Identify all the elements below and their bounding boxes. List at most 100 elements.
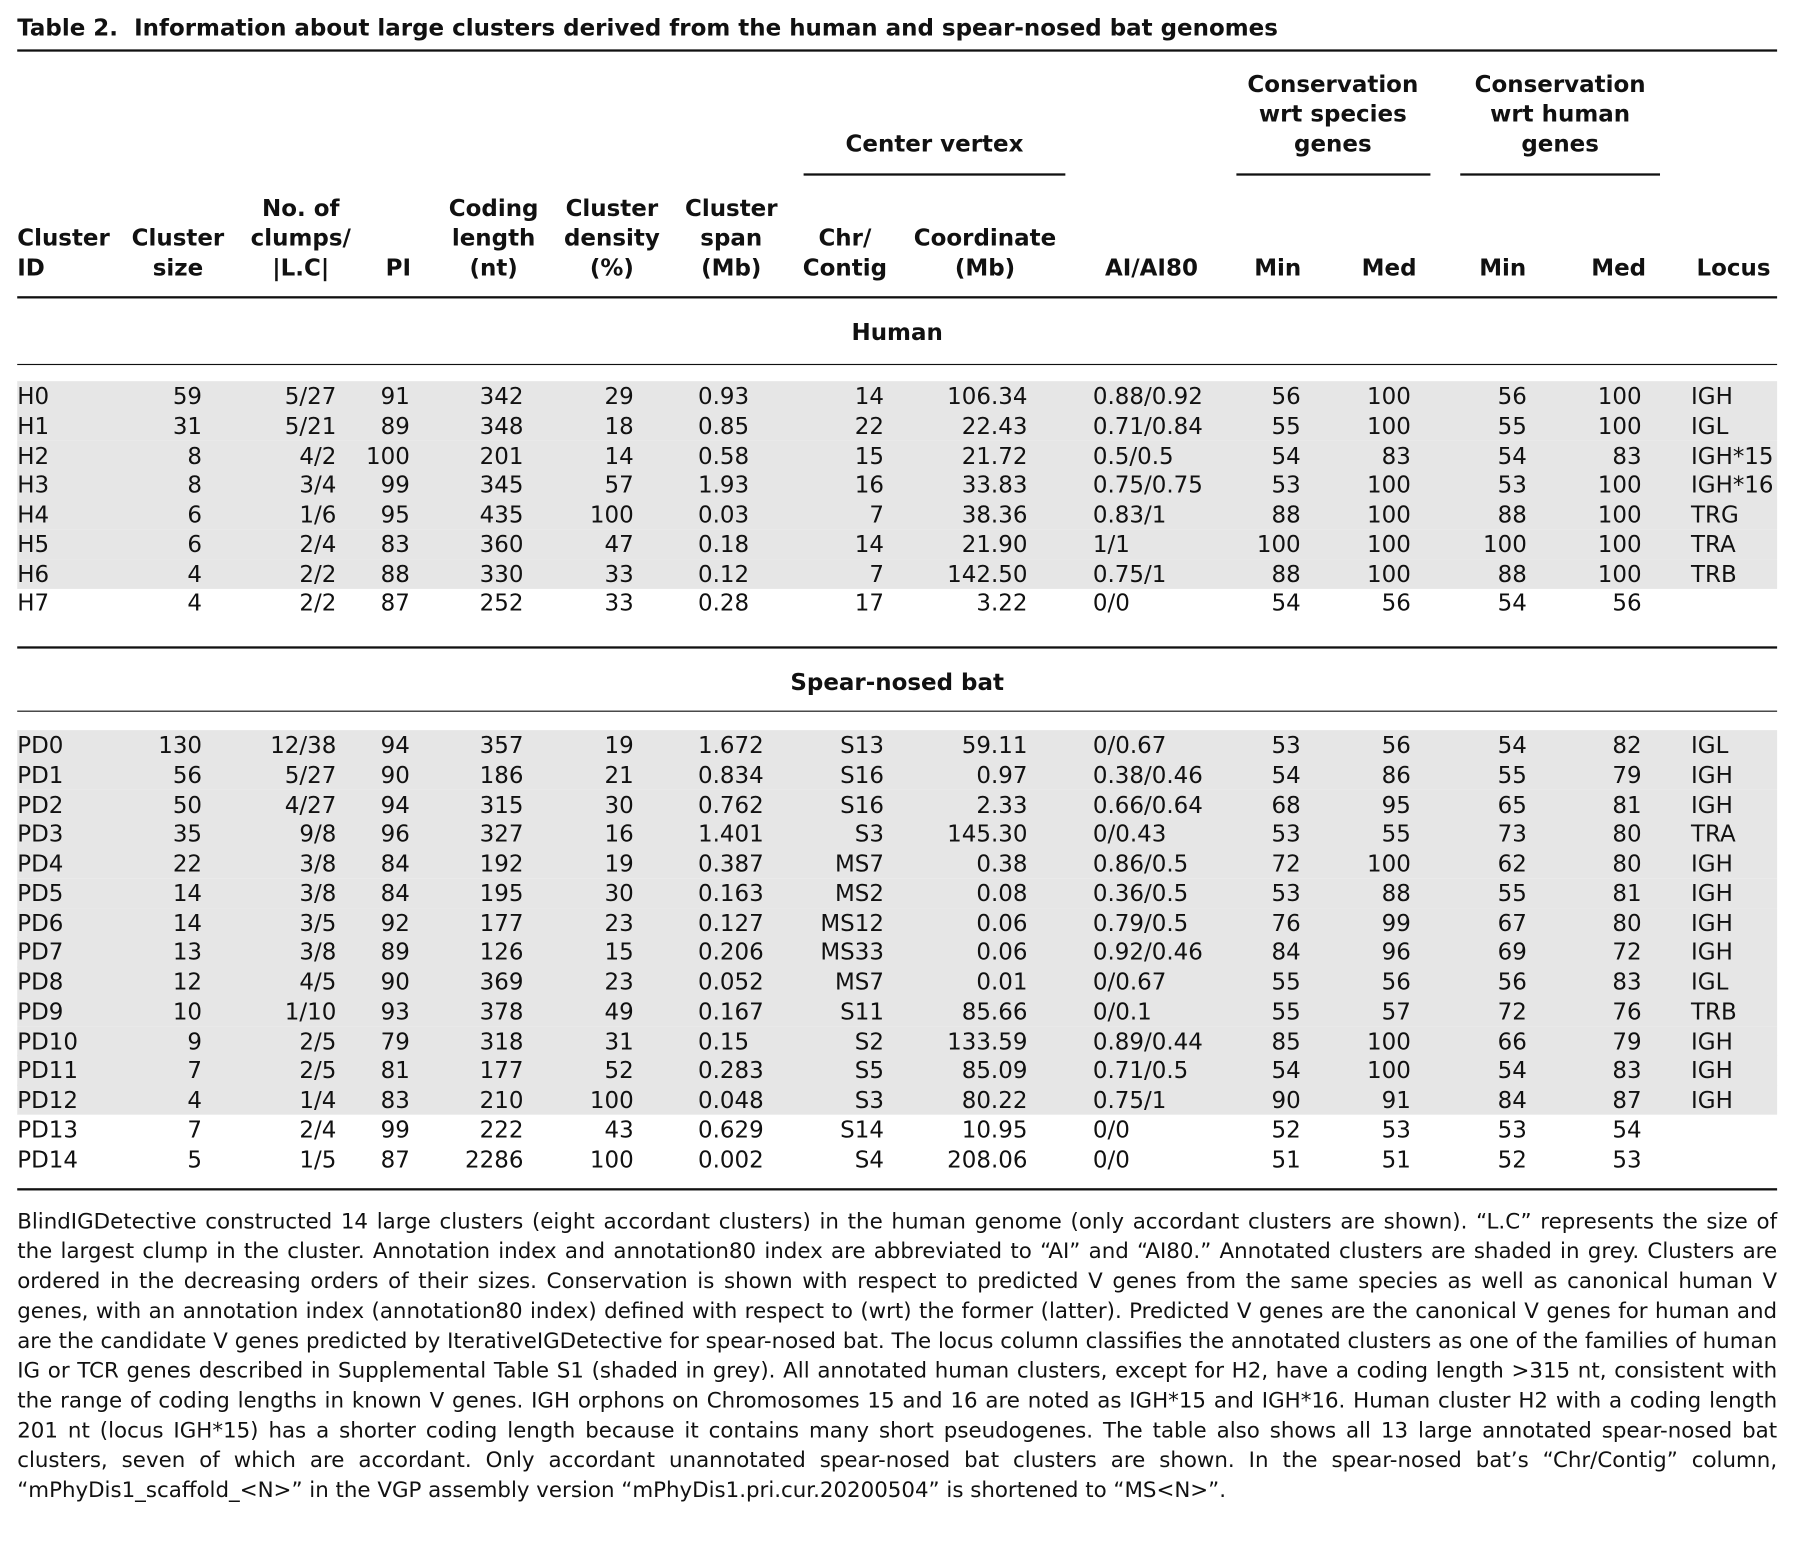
table-cell: 43 bbox=[604, 1115, 634, 1144]
table-cell: 90 bbox=[1271, 1086, 1301, 1114]
table-cell: S11 bbox=[840, 997, 884, 1025]
table-cell: 56 bbox=[1381, 967, 1411, 996]
table-cell: 2/5 bbox=[299, 1056, 337, 1084]
header-line: Med bbox=[1591, 253, 1647, 282]
table-cell: 3.22 bbox=[976, 589, 1028, 617]
table-cell: 33 bbox=[604, 559, 634, 588]
table-cell: 100 bbox=[1367, 470, 1411, 499]
table-cell: 0.66/0.64 bbox=[1092, 790, 1203, 818]
table-cell: 55 bbox=[1271, 411, 1301, 440]
table-cell: 81 bbox=[380, 1056, 410, 1084]
table-cell: 100 bbox=[589, 1145, 634, 1173]
table-cell: 0.75/0.75 bbox=[1092, 470, 1203, 499]
table-cell: IGH*15 bbox=[1691, 441, 1774, 469]
table-cell: PD11 bbox=[17, 1056, 78, 1084]
table-cell: 21 bbox=[604, 760, 634, 789]
table-cell: 84 bbox=[1497, 1086, 1527, 1114]
table-cell: 50 bbox=[172, 790, 203, 818]
table-cell: 51 bbox=[1381, 1145, 1411, 1173]
table-cell: 5/27 bbox=[284, 382, 337, 410]
table-cell: 5/27 bbox=[284, 760, 337, 789]
table-cell: 89 bbox=[380, 938, 410, 966]
table-cell: 14 bbox=[854, 530, 884, 558]
table-cell: H1 bbox=[17, 411, 50, 440]
header-line: Coding bbox=[448, 194, 539, 222]
table-cell: S16 bbox=[840, 760, 884, 789]
table-cell: PD14 bbox=[17, 1145, 78, 1173]
table-cell: 53 bbox=[1271, 879, 1301, 907]
table-cell: 0.79/0.5 bbox=[1092, 908, 1189, 937]
header-line: Coordinate bbox=[913, 223, 1057, 252]
table-cell: IGH bbox=[1691, 908, 1733, 937]
table-cell: 6 bbox=[187, 530, 203, 558]
rule bbox=[17, 49, 1778, 52]
table-cell: 99 bbox=[380, 470, 410, 499]
table-cell: 87 bbox=[1612, 1086, 1642, 1114]
table-cell: 210 bbox=[479, 1086, 524, 1114]
table-cell: 7 bbox=[187, 1115, 203, 1144]
table-cell: 5 bbox=[187, 1145, 203, 1173]
table-cell: 177 bbox=[479, 908, 524, 937]
table-cell: 49 bbox=[604, 997, 634, 1025]
column-header: Med bbox=[1591, 253, 1646, 283]
row-shade bbox=[17, 529, 1778, 560]
header-line: ID bbox=[17, 253, 45, 282]
column-header: Med bbox=[1362, 253, 1417, 283]
table-cell: 54 bbox=[1497, 731, 1527, 759]
table-cell: 0.163 bbox=[697, 879, 764, 907]
table-cell: IGL bbox=[1691, 967, 1729, 996]
table-cell: 53 bbox=[1497, 470, 1527, 499]
table-cell: 100 bbox=[1367, 411, 1411, 440]
table-cell: 0.18 bbox=[697, 530, 750, 558]
table-cell: 19 bbox=[604, 849, 634, 878]
table-cell: 83 bbox=[1612, 1056, 1642, 1084]
table-cell: 83 bbox=[380, 530, 410, 558]
header-line: length bbox=[451, 223, 536, 252]
table-cell: 99 bbox=[1381, 908, 1411, 937]
table-cell: MS7 bbox=[834, 967, 884, 996]
table-cell: 90 bbox=[380, 760, 410, 789]
table-cell: 0/0 bbox=[1092, 589, 1130, 617]
table-cell: 22.43 bbox=[961, 411, 1028, 440]
footnote: BlindIGDetective constructed 14 large cl… bbox=[17, 1209, 1778, 1503]
table-cell: 100 bbox=[1367, 500, 1411, 529]
column-header: Chr/Contig bbox=[803, 223, 887, 283]
table-cell: 76 bbox=[1271, 908, 1301, 937]
table-cell: 53 bbox=[1612, 1145, 1642, 1173]
table-cell: 100 bbox=[589, 1086, 634, 1114]
column-header: Cluster span (Mb) bbox=[685, 193, 778, 283]
table-cell: 2/2 bbox=[299, 559, 337, 588]
table-cell: PD7 bbox=[17, 938, 64, 966]
table-cell: 33.83 bbox=[961, 470, 1028, 499]
table-cell: 2/2 bbox=[299, 589, 337, 617]
table-cell: 0.71/0.84 bbox=[1092, 411, 1203, 440]
table-cell: S14 bbox=[840, 1115, 884, 1144]
table-cell: 92 bbox=[380, 908, 410, 937]
table-cell: 52 bbox=[1271, 1115, 1301, 1144]
table-cell: 4 bbox=[187, 589, 203, 617]
table-cell: 126 bbox=[479, 938, 524, 966]
table-cell: 1/10 bbox=[284, 997, 337, 1025]
table-cell: 91 bbox=[380, 382, 410, 410]
table-cell: 7 bbox=[187, 1056, 203, 1084]
table-cell: TRB bbox=[1691, 997, 1737, 1025]
rule bbox=[17, 1188, 1778, 1191]
table-cell: 0.048 bbox=[697, 1086, 764, 1114]
table-cell: TRG bbox=[1691, 500, 1739, 529]
table-cell: 1.672 bbox=[697, 731, 764, 759]
table-cell: 0.86/0.5 bbox=[1092, 849, 1189, 878]
table-cell: 106.34 bbox=[947, 382, 1028, 410]
table-cell: 0.75/1 bbox=[1092, 559, 1167, 588]
table-title: Table 2. Information about large clusters… bbox=[17, 14, 1294, 42]
table-cell: 0.38 bbox=[976, 849, 1028, 878]
table-cell: 348 bbox=[479, 411, 524, 440]
table-cell: 51 bbox=[1271, 1145, 1301, 1173]
table-cell: IGH bbox=[1691, 1056, 1733, 1084]
table-cell: 369 bbox=[479, 967, 524, 996]
table-cell: 81 bbox=[1612, 879, 1642, 907]
table-cell: 7 bbox=[869, 500, 884, 529]
table-cell: 79 bbox=[380, 1026, 410, 1055]
table-cell: 56 bbox=[1381, 731, 1411, 759]
table-cell: 96 bbox=[380, 819, 410, 848]
table-cell: 88 bbox=[1381, 879, 1411, 907]
